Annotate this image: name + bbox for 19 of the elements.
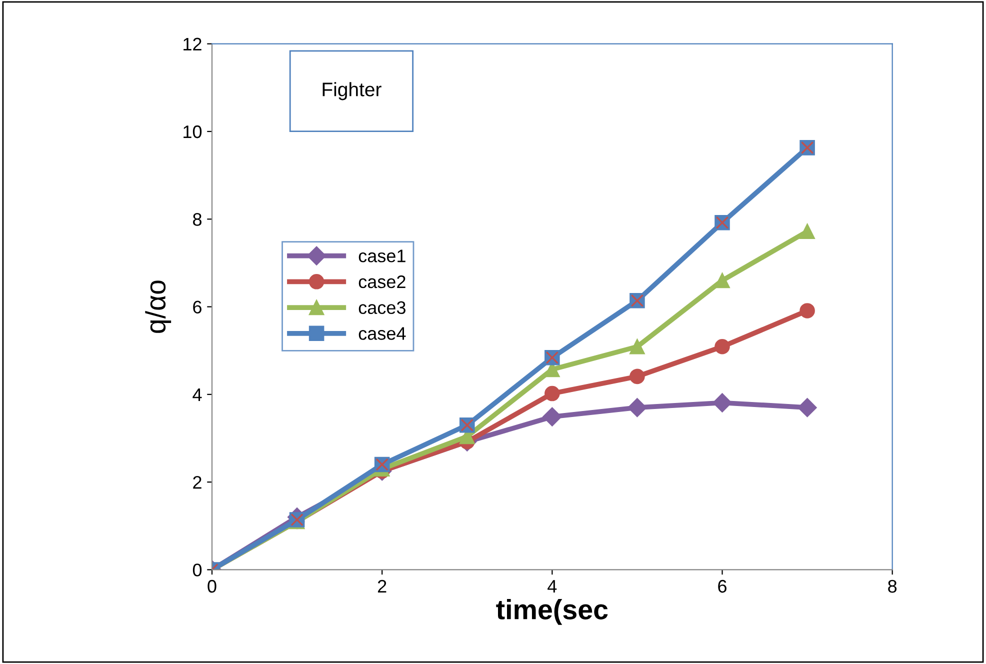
y-tick-label: 6 [193, 300, 202, 314]
x-axis-title: time(sec [496, 599, 608, 625]
y-tick-label: 2 [193, 476, 202, 489]
y-tick-label: 4 [192, 388, 202, 401]
x-tick-label: 6 [718, 580, 726, 593]
legend-label: case1 [358, 250, 406, 262]
legend-label: case4 [358, 327, 406, 340]
annotation: Fighter [322, 82, 382, 100]
x-tick-label: 8 [888, 580, 897, 593]
x-tick-label: 0 [208, 580, 216, 593]
y-tick-label: 8 [193, 213, 202, 226]
legend-label: cace3 [358, 301, 406, 314]
y-tick-label: 0 [192, 564, 202, 576]
y-tick-label: 12 [184, 38, 202, 50]
y-tick-label: 10 [184, 125, 202, 138]
y-axis-title: q/αo [145, 280, 172, 333]
x-tick-label: 2 [378, 580, 386, 593]
x-tick-label: 4 [548, 580, 557, 593]
legend-label: case2 [358, 275, 406, 288]
